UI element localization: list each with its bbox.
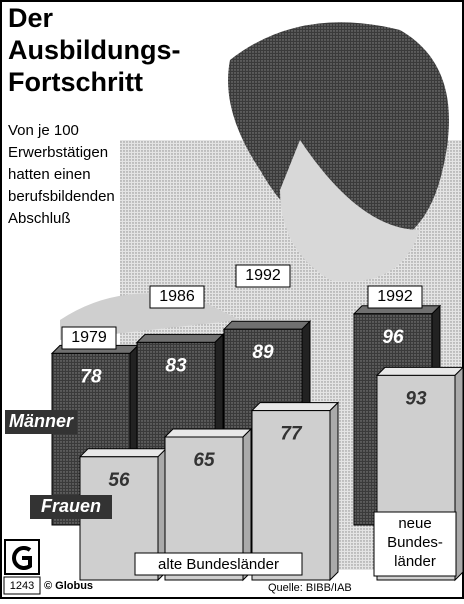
value-label: 77 xyxy=(280,424,303,445)
value-label: 83 xyxy=(165,355,187,376)
bar-top xyxy=(165,429,251,437)
x-tick-label: 1992 xyxy=(377,288,413,305)
bar-top xyxy=(377,367,463,375)
bar-top xyxy=(80,449,166,457)
group-label: länder xyxy=(394,553,436,570)
bar-side xyxy=(330,403,338,580)
chart-title: Fortschritt xyxy=(8,67,143,97)
value-label: 65 xyxy=(193,450,215,471)
globus-logo xyxy=(5,540,39,574)
value-label: 96 xyxy=(382,327,404,348)
value-label: 93 xyxy=(405,388,427,409)
chart-subtitle: Abschluß xyxy=(8,210,71,227)
legend-label: Männer xyxy=(9,411,74,431)
chart-subtitle: Von je 100 xyxy=(8,122,79,139)
chart-subtitle: hatten einen xyxy=(8,166,91,183)
legend-label: Frauen xyxy=(41,496,101,516)
value-label: 56 xyxy=(108,470,130,491)
source: Quelle: BIBB/IAB xyxy=(268,582,352,594)
x-tick-label: 1992 xyxy=(245,267,281,284)
bar-top xyxy=(137,334,223,342)
bar-top xyxy=(252,403,338,411)
chart-title: Der xyxy=(8,3,54,33)
x-tick-label: 1979 xyxy=(71,329,107,346)
code: 1243 xyxy=(10,580,34,592)
value-label: 89 xyxy=(252,342,274,363)
group-label: Bundes- xyxy=(387,534,443,551)
publisher: © Globus xyxy=(44,580,93,592)
chart: 78 83 89 96 56 65 77 93 1979 1986 1992 1992 Männer Fr… xyxy=(0,0,464,599)
group-label: alte Bundesländer xyxy=(158,556,279,573)
value-label: 78 xyxy=(80,366,102,387)
chart-title: Ausbildungs- xyxy=(8,35,180,65)
x-tick-label: 1986 xyxy=(159,288,195,305)
group-label: neue xyxy=(398,515,431,532)
chart-subtitle: berufsbildenden xyxy=(8,188,115,205)
bar-top xyxy=(224,321,310,329)
chart-subtitle: Erwerbstätigen xyxy=(8,144,108,161)
